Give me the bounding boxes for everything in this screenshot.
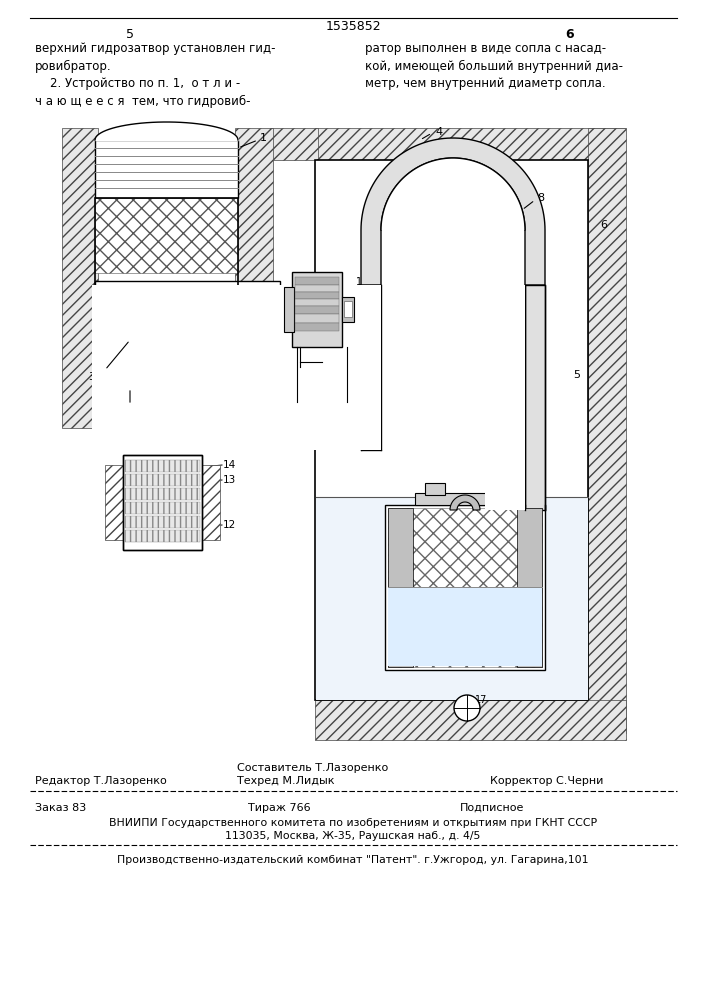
Bar bbox=[123, 455, 202, 550]
Bar bbox=[105, 465, 123, 540]
Bar bbox=[95, 311, 238, 391]
Text: верхний гидрозатвор установлен гид-
ровибратор.
    2. Устройство по п. 1,  о т : верхний гидрозатвор установлен гид- рови… bbox=[35, 42, 276, 108]
Bar bbox=[95, 391, 275, 426]
Bar bbox=[95, 198, 238, 391]
Text: 12: 12 bbox=[223, 520, 236, 530]
Text: 9: 9 bbox=[465, 560, 472, 570]
Text: 5: 5 bbox=[573, 370, 580, 380]
Bar bbox=[381, 285, 401, 450]
Bar bbox=[95, 198, 238, 273]
Text: 1: 1 bbox=[260, 133, 267, 143]
Bar bbox=[202, 465, 220, 540]
Text: 2: 2 bbox=[118, 408, 125, 418]
Bar bbox=[385, 505, 545, 670]
Bar bbox=[401, 285, 505, 450]
Bar bbox=[344, 301, 352, 317]
Text: 13: 13 bbox=[356, 295, 368, 305]
Text: 113035, Москва, Ж-35, Раушская наб., д. 4/5: 113035, Москва, Ж-35, Раушская наб., д. … bbox=[226, 831, 481, 841]
Text: Составитель Т.Лазоренко: Составитель Т.Лазоренко bbox=[237, 763, 388, 773]
Circle shape bbox=[454, 695, 480, 721]
Text: 10: 10 bbox=[356, 286, 368, 296]
Bar bbox=[125, 516, 200, 528]
Bar bbox=[295, 314, 339, 323]
Bar bbox=[295, 292, 339, 299]
Text: 16: 16 bbox=[274, 385, 286, 395]
Text: 3: 3 bbox=[88, 372, 95, 382]
Text: 17: 17 bbox=[475, 695, 487, 705]
Bar bbox=[517, 508, 542, 667]
Text: Тираж 766: Тираж 766 bbox=[248, 803, 310, 813]
Bar bbox=[125, 474, 200, 486]
Bar bbox=[284, 287, 294, 332]
Bar bbox=[295, 323, 339, 331]
Text: 6: 6 bbox=[566, 28, 574, 41]
Text: 8: 8 bbox=[537, 193, 544, 203]
Bar bbox=[295, 306, 339, 314]
Bar bbox=[270, 128, 318, 160]
Text: 13: 13 bbox=[223, 475, 236, 485]
Text: 11: 11 bbox=[356, 304, 368, 314]
Text: 7: 7 bbox=[430, 488, 437, 498]
Bar bbox=[388, 508, 542, 667]
Bar bbox=[361, 285, 381, 450]
Text: Производственно-издательский комбинат "Патент". г.Ужгород, ул. Гагарина,101: Производственно-издательский комбинат "П… bbox=[117, 855, 589, 865]
Text: Корректор С.Черни: Корректор С.Черни bbox=[490, 776, 603, 786]
Text: Заказ 83: Заказ 83 bbox=[35, 803, 86, 813]
Bar bbox=[388, 587, 542, 666]
Polygon shape bbox=[361, 138, 545, 285]
Bar bbox=[315, 160, 588, 700]
Bar bbox=[125, 488, 200, 500]
Text: Подписное: Подписное bbox=[460, 803, 525, 813]
Bar bbox=[588, 128, 626, 733]
Bar bbox=[92, 285, 381, 450]
Bar bbox=[388, 508, 413, 667]
Bar bbox=[525, 285, 545, 510]
Bar bbox=[62, 128, 98, 428]
Text: ратор выполнен в виде сопла с насад-
кой, имеющей больший внутренний диа-
метр, : ратор выполнен в виде сопла с насад- кой… bbox=[365, 42, 623, 90]
Polygon shape bbox=[381, 158, 525, 230]
Bar bbox=[415, 493, 515, 505]
Bar bbox=[295, 285, 339, 292]
Bar bbox=[315, 128, 625, 160]
Bar bbox=[125, 460, 200, 472]
Bar bbox=[125, 502, 200, 514]
Text: Редактор Т.Лазоренко: Редактор Т.Лазоренко bbox=[35, 776, 167, 786]
Bar bbox=[425, 483, 445, 495]
Bar bbox=[295, 299, 339, 306]
Text: ВНИИПИ Государственного комитета по изобретениям и открытиям при ГКНТ СССР: ВНИИПИ Государственного комитета по изоб… bbox=[109, 818, 597, 828]
Bar bbox=[95, 140, 238, 198]
Text: 12: 12 bbox=[356, 313, 368, 323]
Text: 14: 14 bbox=[356, 277, 368, 287]
Bar bbox=[235, 128, 273, 378]
Text: 15: 15 bbox=[304, 377, 316, 387]
Bar bbox=[95, 281, 280, 311]
Bar bbox=[235, 338, 273, 390]
Text: 1: 1 bbox=[297, 369, 303, 379]
Bar bbox=[123, 455, 202, 550]
Bar bbox=[316, 497, 588, 700]
Bar bbox=[125, 530, 200, 542]
Polygon shape bbox=[450, 495, 480, 510]
Text: 5: 5 bbox=[126, 28, 134, 41]
Bar bbox=[292, 272, 342, 347]
Text: 1535852: 1535852 bbox=[325, 20, 381, 33]
Bar bbox=[315, 700, 626, 740]
Bar bbox=[485, 285, 525, 510]
Text: 14: 14 bbox=[223, 460, 236, 470]
Bar bbox=[342, 297, 354, 322]
Text: Техред М.Лидык: Техред М.Лидык bbox=[237, 776, 334, 786]
Text: 6: 6 bbox=[600, 220, 607, 230]
Text: 4: 4 bbox=[435, 127, 442, 137]
Text: 18: 18 bbox=[310, 355, 322, 365]
Bar bbox=[92, 285, 381, 450]
Bar bbox=[295, 277, 339, 285]
